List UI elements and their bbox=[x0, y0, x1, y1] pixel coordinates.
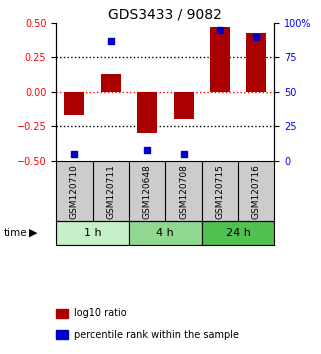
Text: GSM120711: GSM120711 bbox=[106, 164, 115, 219]
Bar bbox=[56, 221, 129, 245]
Bar bbox=[246, 33, 266, 92]
Text: 24 h: 24 h bbox=[226, 228, 250, 238]
Text: GSM120715: GSM120715 bbox=[215, 164, 224, 219]
Text: GSM120708: GSM120708 bbox=[179, 164, 188, 219]
Bar bbox=[173, 92, 194, 119]
Bar bbox=[64, 92, 84, 115]
Point bbox=[144, 147, 150, 153]
Text: GSM120710: GSM120710 bbox=[70, 164, 79, 219]
Text: log10 ratio: log10 ratio bbox=[74, 308, 127, 318]
Point bbox=[217, 27, 222, 33]
Text: ▶: ▶ bbox=[29, 228, 37, 238]
Point bbox=[254, 34, 259, 40]
Bar bbox=[137, 92, 157, 133]
Text: GSM120648: GSM120648 bbox=[143, 164, 152, 218]
Bar bbox=[210, 27, 230, 92]
Bar bbox=[101, 74, 121, 92]
Text: time: time bbox=[3, 228, 27, 238]
Text: 1 h: 1 h bbox=[84, 228, 101, 238]
Point bbox=[72, 151, 77, 157]
Point bbox=[181, 151, 186, 157]
Bar bbox=[202, 221, 274, 245]
Title: GDS3433 / 9082: GDS3433 / 9082 bbox=[108, 8, 222, 22]
Point bbox=[108, 38, 113, 44]
Text: 4 h: 4 h bbox=[156, 228, 174, 238]
Text: GSM120716: GSM120716 bbox=[252, 164, 261, 219]
Text: percentile rank within the sample: percentile rank within the sample bbox=[74, 330, 239, 339]
Bar bbox=[129, 221, 202, 245]
